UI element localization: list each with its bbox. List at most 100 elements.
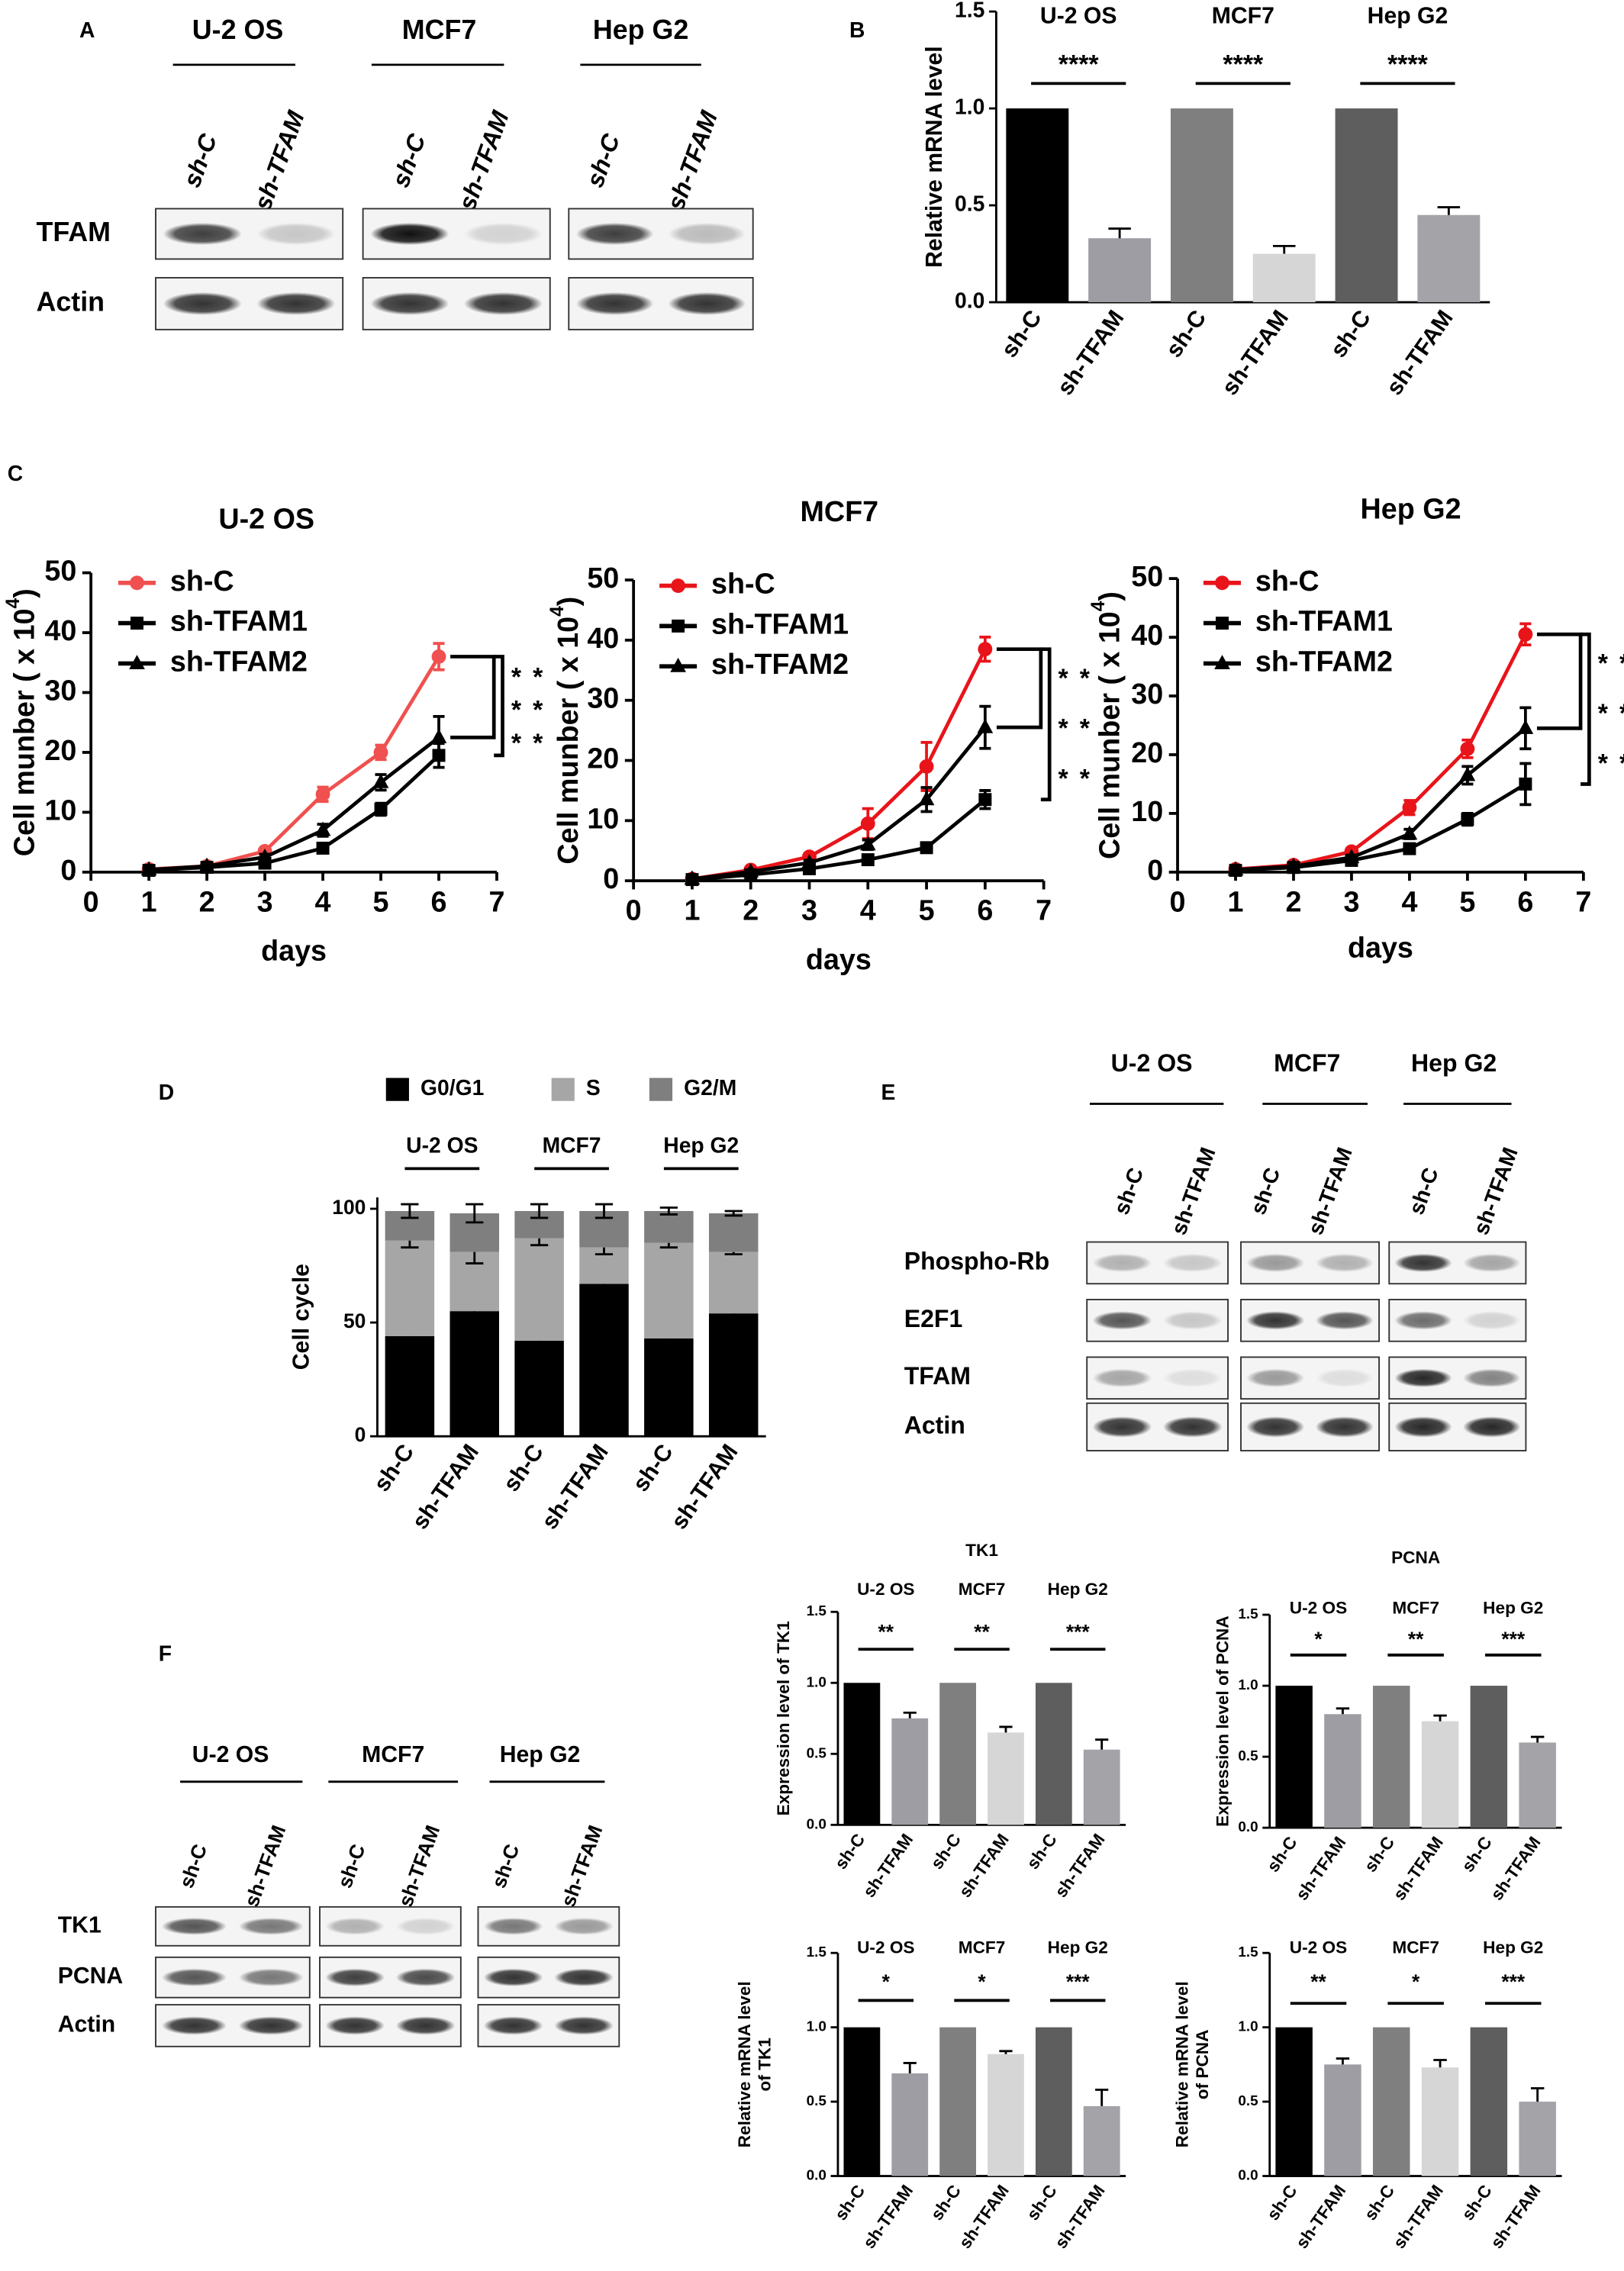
lane-label: sh-C (386, 130, 430, 191)
legend-label: sh-TFAM2 (711, 648, 849, 680)
x-tick-label: sh-C (1023, 2182, 1061, 2224)
error-bar (466, 1311, 484, 1321)
group-label: MCF7 (1212, 4, 1274, 29)
x-tick-label: sh-C (1458, 2182, 1496, 2224)
blot-band (395, 1918, 456, 1935)
error-bar (1530, 1735, 1545, 1743)
legend-label: sh-TFAM1 (711, 607, 849, 639)
blot-band (554, 1968, 614, 1986)
significance: **** (1058, 50, 1100, 79)
point (743, 863, 759, 878)
group-label: MCF7 (1392, 1598, 1439, 1617)
blot-band (1246, 1253, 1305, 1272)
bar (1519, 1742, 1556, 1828)
blot-group-label: Hep G2 (593, 14, 688, 45)
panel-letter: A (79, 18, 95, 42)
error-bar (1272, 244, 1296, 254)
x-tick-label: 2 (1285, 885, 1301, 917)
error-bar (1433, 1714, 1447, 1722)
y-axis-label: Expression level of TK1 (774, 1621, 793, 1815)
bar (1275, 2027, 1313, 2176)
bar-segment (450, 1311, 499, 1437)
blot-band (483, 1968, 543, 1986)
y-axis-label-part: Cell munber ( x 10 (552, 617, 584, 865)
point (1401, 825, 1418, 840)
y-axis-label-part: ) (8, 588, 40, 598)
chart-title: PCNA (1391, 1548, 1440, 1567)
y-tick-label: 10 (587, 802, 619, 834)
y-tick-label: 50 (587, 562, 619, 594)
series-line (691, 726, 987, 881)
point (1285, 857, 1302, 872)
blot-band (1315, 1368, 1374, 1387)
y-tick-label: 40 (44, 614, 76, 646)
y-axis-label: of PCNA (1193, 2029, 1212, 2099)
x-tick-label: sh-C (1326, 306, 1375, 362)
legend-label: S (586, 1075, 601, 1100)
x-tick-label: sh-C (498, 1440, 548, 1496)
significance: ** (878, 1621, 894, 1644)
point (1459, 766, 1476, 781)
point (316, 842, 330, 855)
error-bar (659, 1206, 678, 1211)
lane-label: sh-TFAM (662, 106, 723, 214)
group-label: Hep G2 (663, 1133, 739, 1158)
x-tick-label: 4 (1401, 885, 1417, 917)
y-tick-label: 0 (355, 1423, 366, 1446)
blot-band (575, 292, 654, 315)
point (670, 657, 686, 672)
bar (1083, 1749, 1120, 1825)
blot-band (1092, 1311, 1152, 1330)
point (430, 729, 447, 743)
blot-band (256, 292, 336, 315)
point (372, 773, 389, 788)
lane-label: sh-TFAM (249, 106, 311, 214)
x-axis-label: days (1348, 932, 1413, 964)
bracket (450, 655, 496, 739)
point (129, 655, 145, 669)
significance: *** (1598, 699, 1624, 728)
error-bar (530, 1203, 549, 1211)
point (140, 861, 157, 876)
row-label: Phospho-Rb (904, 1247, 1049, 1274)
blot-band (395, 1968, 456, 1986)
significance: ** (1058, 664, 1101, 693)
point (374, 803, 388, 816)
x-tick-label: sh-C (927, 2182, 965, 2224)
bar-segment (644, 1210, 694, 1243)
legend-label: G2/M (684, 1075, 736, 1100)
bar-segment (514, 1340, 564, 1437)
error-bar (1095, 1738, 1109, 1750)
row-label: E2F1 (904, 1305, 963, 1332)
significance: ** (511, 729, 555, 758)
x-tick-label: sh-C (997, 306, 1046, 362)
y-tick-label: 30 (44, 674, 76, 706)
blot-band (1463, 1416, 1521, 1438)
group-label: MCF7 (543, 1133, 601, 1158)
y-axis-label: Relative mRNA level (1173, 1981, 1192, 2147)
blot-band (1463, 1253, 1521, 1272)
group-label: Hep G2 (1048, 1938, 1108, 1957)
point (1227, 861, 1244, 876)
chart-title: U-2 OS (218, 503, 314, 535)
bar (1470, 2027, 1508, 2176)
point (315, 787, 330, 802)
y-tick-label: 1.5 (1238, 1606, 1258, 1622)
lane-label: sh-C (487, 1841, 524, 1891)
x-tick-label: sh-C (1361, 2182, 1398, 2224)
significance: ** (511, 696, 555, 725)
x-tick-label: 4 (315, 885, 331, 917)
point (1461, 813, 1474, 826)
bar (1470, 1686, 1508, 1828)
y-axis-label-part: ) (1093, 591, 1125, 601)
point (1403, 842, 1416, 855)
y-tick-label: 0.0 (1238, 1818, 1258, 1835)
x-tick-label: sh-TFAM (1217, 306, 1294, 400)
error-bar (999, 2050, 1013, 2054)
bar-segment (708, 1313, 759, 1437)
point (1402, 800, 1417, 815)
point (859, 836, 876, 851)
lane-label: sh-C (1403, 1164, 1443, 1218)
y-tick-label: 10 (44, 794, 76, 826)
